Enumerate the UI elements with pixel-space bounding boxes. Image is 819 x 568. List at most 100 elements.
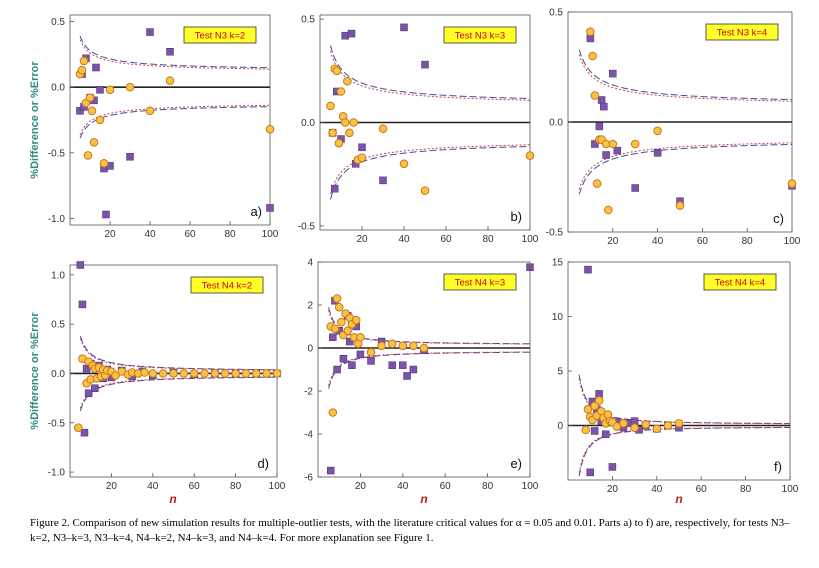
x-tick-label: 100 [269,481,286,492]
y-tick-label: 1.0 [51,270,65,281]
data-square [403,372,411,380]
data-square [601,430,610,438]
y-axis-label: %Difference or %Error [29,312,41,430]
data-square [333,365,341,374]
data-circle [675,201,685,210]
data-circle [332,294,342,303]
legend-box [190,276,264,294]
data-circle [583,404,593,414]
data-square [399,361,407,369]
x-tick-label: 20 [104,229,116,240]
data-circle [95,115,105,125]
x-tick-label: 40 [398,234,410,245]
data-circle [272,369,282,378]
data-square [92,63,100,72]
data-square [78,300,87,309]
data-square [76,261,85,269]
x-tick-label: 100 [782,484,799,495]
x-tick-label: 60 [440,234,452,245]
y-tick-label: 15 [552,258,564,269]
data-circle [588,51,597,61]
x-tick-label: 100 [522,481,539,492]
data-circle [398,341,408,351]
data-circle [787,179,797,188]
x-tick-label: 80 [482,234,494,245]
figure: 20 40 60 80 100 -1.0 -0.5 0.0 0.5 Test N3 k=2 a) 20… [29,8,801,507]
data-square [584,265,592,274]
legend-box [183,26,257,44]
data-circle [641,420,651,429]
data-square [421,60,429,69]
data-square [653,149,662,157]
data-circle [594,396,604,405]
data-circle [663,421,673,430]
legend-label: Test N4 k=4 [715,278,765,289]
data-square [146,28,154,36]
x-tick-label: 100 [262,229,279,240]
critical-curve-upper-01 [79,338,277,371]
y-tick-label: -1.0 [48,468,66,479]
data-circle [189,369,199,378]
data-circle [105,85,115,95]
data-circle [140,368,149,377]
data-circle [77,65,87,75]
data-circle [326,101,335,111]
data-circle [612,422,622,431]
critical-curve-lower-05 [328,351,530,389]
data-square [126,153,134,161]
legend-label: Test N4 k=2 [202,281,252,292]
data-circle [378,124,388,134]
data-circle [145,106,155,116]
data-circle [366,348,376,357]
legend-label: Test N4 k=3 [455,278,505,289]
data-square [388,361,396,369]
data-square [166,48,174,56]
critical-curve-lower-01 [79,104,270,135]
data-circle [590,91,600,100]
panel-label: f) [774,459,782,474]
data-square [102,210,110,219]
data-square [80,428,89,437]
data-circle [653,126,662,136]
x-tick-label: 40 [397,481,409,492]
y-tick-label: 0.5 [51,17,65,28]
legend-box [703,273,777,291]
critical-curve-upper-01 [79,39,271,70]
data-circle [357,153,367,162]
x-tick-label: 20 [356,234,368,245]
data-circle [356,332,365,342]
data-circle [349,118,358,127]
y-axis-label: %Difference or %Error [29,61,41,179]
data-circle [592,179,602,188]
y-tick-label: -6 [304,473,313,484]
y-tick-label: 4 [307,258,313,269]
data-square [608,463,617,471]
data-square [96,86,104,94]
y-tick-label: -0.5 [298,221,316,232]
data-circle [345,128,354,138]
panel-label: a) [250,204,262,219]
data-square [609,69,617,78]
panel-label: d) [257,456,269,471]
panel-label: c) [773,211,784,226]
data-square [597,96,606,104]
figure-caption: Figure 2. Comparison of new simulation r… [30,517,790,544]
panel-label: e) [510,456,522,471]
data-square [347,29,356,38]
legend-box [705,23,779,41]
x-tick-label: 40 [147,481,159,492]
y-tick-label: 10 [552,312,564,323]
critical-curve-lower-01 [79,376,278,409]
plot-frame [317,261,531,478]
x-tick-label: 40 [144,229,156,240]
data-circle [332,66,342,76]
data-circle [581,425,591,435]
critical-curve-upper-05 [79,335,277,371]
data-square [358,143,366,152]
legend-label: Test N3 k=3 [455,31,505,42]
data-circle [111,371,120,380]
y-tick-label: 0.0 [51,83,65,94]
critical-curve-upper-05 [330,45,531,100]
chart-panel-a: 20 40 60 80 100 -1.0 -0.5 0.0 0.5 Test N3 k=2 a) [48,14,279,240]
